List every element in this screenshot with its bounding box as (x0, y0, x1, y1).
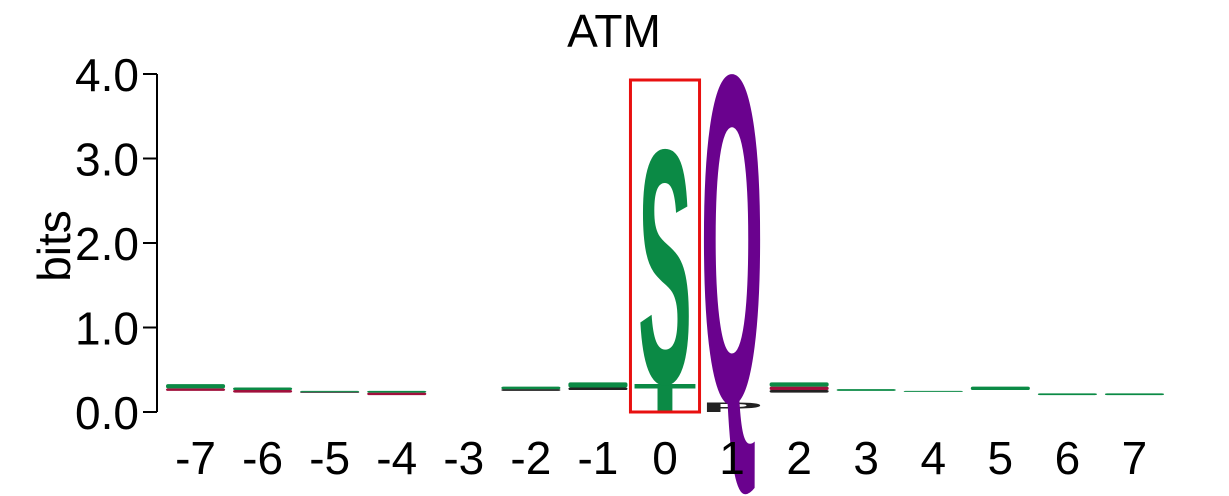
x-tick-label: 3 (853, 432, 879, 484)
x-tick-label: 4 (920, 432, 946, 484)
logo-minor-letter (568, 387, 628, 391)
highlight-box (628, 78, 702, 414)
logo-minor-letter (568, 382, 628, 388)
logo-letter-P: P (701, 399, 764, 415)
logo-minor-letter (300, 390, 360, 392)
y-axis-label: bits (28, 210, 80, 282)
logo-letter-Q: Q (701, 0, 764, 496)
logo-minor-letter (769, 386, 829, 391)
logo-minor-letter (1104, 393, 1164, 396)
x-tick-label: 7 (1122, 432, 1148, 484)
y-tick-label: 2.0 (75, 218, 139, 270)
x-tick-label: -7 (175, 432, 216, 484)
y-tick-label: 3.0 (75, 134, 139, 186)
x-tick-label: -1 (577, 432, 618, 484)
logo-minor-letter (970, 386, 1030, 391)
x-tick-label: -6 (242, 432, 283, 484)
x-tick-label: 6 (1055, 432, 1081, 484)
x-tick-label: 2 (786, 432, 812, 484)
y-axis: 0.0 1.0 2.0 3.0 4.0 (75, 49, 158, 439)
y-tick-label: 0.0 (75, 387, 139, 439)
logo-minor-letter (166, 384, 226, 389)
logo-letter-S: S (638, 80, 692, 454)
logo-minor-letter (501, 389, 561, 391)
logo-minor-letter (166, 388, 226, 391)
logo-minor-letter (233, 387, 293, 391)
logo-minor-letter (367, 390, 427, 393)
logo-minor-letter (903, 390, 963, 392)
x-tick-label: -3 (443, 432, 484, 484)
y-tick-label: 1.0 (75, 303, 139, 355)
logo-minor-letter (300, 391, 360, 393)
chart-title: ATM (567, 5, 661, 57)
x-tick-label: 1 (719, 432, 745, 484)
logo-minor-letter (233, 390, 293, 393)
x-tick-label: 5 (988, 432, 1014, 484)
logo-minor-letter (769, 382, 829, 387)
x-tick-label: 0 (652, 432, 678, 484)
x-tick-label: -2 (510, 432, 551, 484)
logo-minor-letter (367, 392, 427, 396)
logo-minor-letter (1037, 393, 1097, 396)
x-axis: -7 -6 -5 -4 -3 -2 -1 0 1 2 3 4 5 6 7 (175, 432, 1147, 484)
x-tick-label: -4 (376, 432, 417, 484)
x-tick-label: -5 (309, 432, 350, 484)
logo-minor-letter (836, 389, 896, 391)
logo-minor-letter (769, 390, 829, 393)
y-tick-label: 4.0 (75, 49, 139, 101)
logo-minor-letter (501, 386, 561, 390)
logo-stacks: TS PQ (166, 0, 1164, 496)
